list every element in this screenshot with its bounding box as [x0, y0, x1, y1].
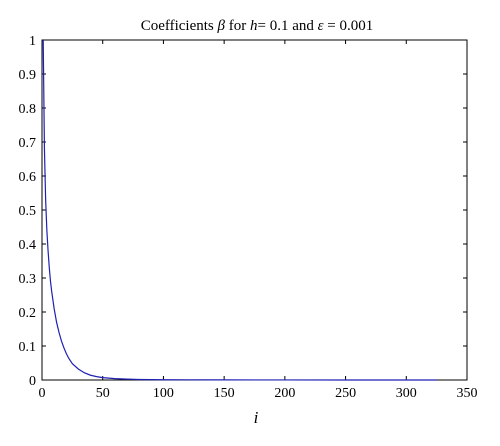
- x-tick-label: 150: [214, 386, 235, 401]
- chart-title-part: = 0.1 and: [258, 18, 318, 34]
- x-axis-label: i: [254, 408, 259, 427]
- y-tick-label: 1: [29, 34, 36, 49]
- x-tick-label: 350: [457, 386, 478, 401]
- series-group: [42, 39, 437, 381]
- y-tick-label: 0.8: [19, 102, 37, 117]
- y-tick-label: 0.1: [19, 340, 37, 355]
- y-tick-label: 0: [29, 374, 36, 389]
- axis-ticks: 0 50 100 150 200 250 300 350 0 0.1 0.2 0.3 0.4 0.5 0.6…: [19, 34, 478, 401]
- x-tick-label: 50: [96, 386, 110, 401]
- y-tick-label: 0.4: [19, 238, 37, 253]
- y-tick-label: 0.9: [19, 68, 37, 83]
- chart-title-part: for: [225, 18, 250, 34]
- chart-title-part: h: [250, 18, 258, 34]
- series-line: [42, 39, 437, 381]
- x-tick-label: 200: [274, 386, 295, 401]
- x-tick-label: 250: [335, 386, 356, 401]
- y-tick-label: 0.7: [19, 136, 37, 151]
- plot-frame: [41, 39, 468, 381]
- y-tick-label: 0.3: [19, 272, 37, 287]
- chart-title-part: = 0.001: [324, 18, 374, 34]
- chart-title-part: ε: [318, 18, 324, 34]
- y-tick-label: 0.5: [19, 204, 37, 219]
- x-tick-label: 100: [153, 386, 174, 401]
- chart-title: Coefficients β for h= 0.1 and ε = 0.001: [141, 18, 374, 34]
- y-tick-label: 0.2: [19, 306, 37, 321]
- x-tick-label: 300: [396, 386, 417, 401]
- x-tick-label: 0: [39, 386, 46, 401]
- chart-title-part: Coefficients: [141, 18, 218, 34]
- chart-title-part: β: [217, 18, 226, 34]
- y-tick-label: 0.6: [19, 170, 37, 185]
